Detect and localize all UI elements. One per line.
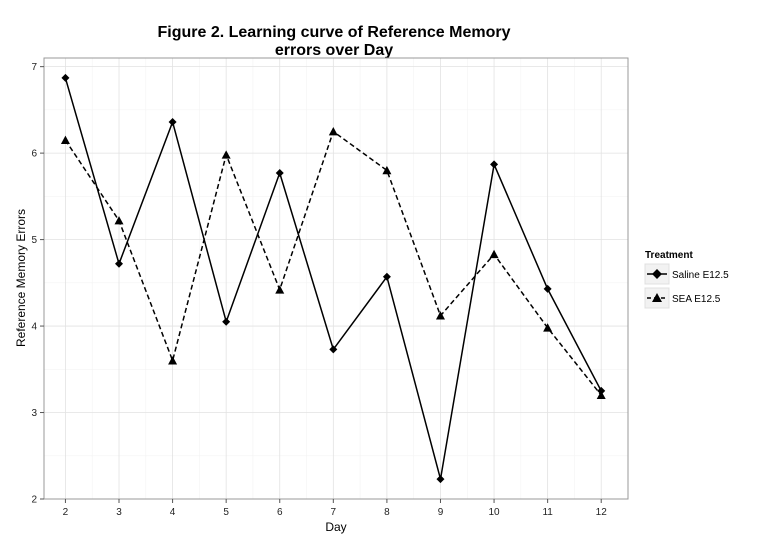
y-tick-label: 7 — [31, 62, 37, 73]
y-axis-label: Reference Memory Errors — [14, 209, 28, 347]
y-tick-label: 6 — [31, 149, 37, 160]
plot-border — [43, 57, 629, 500]
x-tick-label: 7 — [331, 507, 337, 518]
legend-marker-saline — [652, 269, 662, 279]
data-point-sea-e12-5 — [382, 165, 392, 175]
x-tick-label: 8 — [384, 507, 390, 518]
data-point-saline-e12-5 — [543, 284, 552, 293]
x-tick-label: 12 — [596, 507, 608, 518]
y-tick-label: 3 — [31, 408, 37, 419]
data-point-saline-e12-5 — [490, 160, 499, 169]
data-point-saline-e12-5 — [329, 345, 338, 354]
data-point-sea-e12-5 — [275, 285, 285, 294]
data-point-saline-e12-5 — [275, 169, 284, 178]
legend: Treatment Saline E12.5 SEA E12.5 — [644, 250, 729, 309]
legend-label-sea: SEA E12.5 — [672, 294, 721, 305]
data-point-sea-e12-5 — [221, 150, 231, 159]
data-point-saline-e12-5 — [382, 272, 391, 281]
data-point-saline-e12-5 — [168, 117, 177, 126]
x-tick-label: 4 — [170, 507, 176, 518]
x-tick-label: 2 — [63, 507, 69, 518]
x-tick-label: 9 — [438, 507, 444, 518]
data-point-sea-e12-5 — [168, 356, 178, 365]
data-point-sea-e12-5 — [60, 135, 70, 144]
x-tick-label: 3 — [116, 507, 122, 518]
chart-title-line-1: Figure 2. Learning curve of Reference Me… — [158, 24, 511, 41]
data-point-sea-e12-5 — [543, 323, 553, 332]
data-point-sea-e12-5 — [489, 249, 499, 259]
plot-panel — [44, 58, 628, 499]
chart-title-line-2: errors over Day — [275, 42, 393, 59]
data-point-sea-e12-5 — [435, 311, 445, 320]
y-tick-label: 5 — [31, 235, 37, 246]
data-point-sea-e12-5 — [596, 390, 606, 400]
x-tick-label: 5 — [223, 507, 229, 518]
x-axis-label: Day — [325, 520, 346, 534]
plot-area: 2 3 4 5 6 7 2 3 4 5 6 7 8 9 10 11 12 — [31, 57, 629, 518]
data-point-saline-e12-5 — [115, 259, 124, 268]
legend-title: Treatment — [645, 250, 693, 261]
data-point-sea-e12-5 — [328, 127, 338, 136]
data-point-saline-e12-5 — [61, 73, 70, 82]
x-tick-label: 6 — [277, 507, 283, 518]
y-tick-label: 4 — [31, 322, 37, 333]
legend-marker-sea — [652, 293, 662, 302]
data-point-saline-e12-5 — [436, 475, 445, 484]
x-tick-label: 10 — [488, 507, 500, 518]
legend-label-saline: Saline E12.5 — [672, 270, 729, 281]
data-point-saline-e12-5 — [222, 317, 231, 326]
data-point-sea-e12-5 — [114, 216, 124, 225]
x-tick-label: 11 — [542, 507, 553, 518]
y-tick-label: 2 — [31, 495, 37, 506]
